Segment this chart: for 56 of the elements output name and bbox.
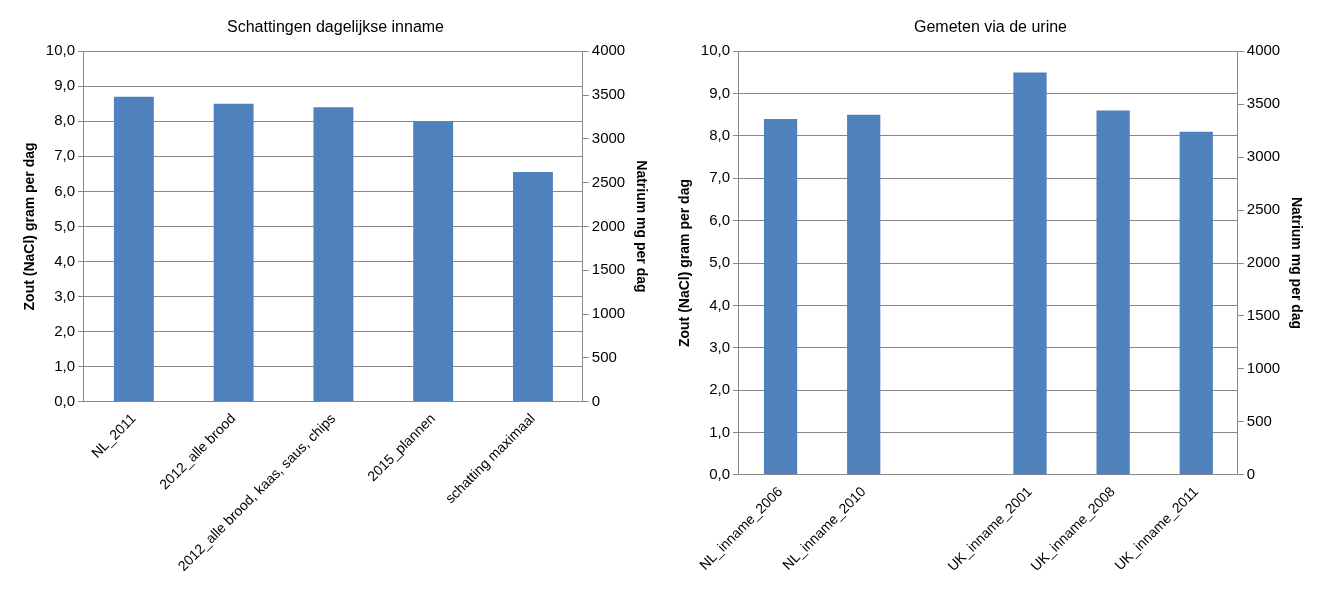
y-tick-label: 0,0 xyxy=(709,465,730,483)
y-tick-label: 3,0 xyxy=(54,286,75,304)
y-tick-label: 5,0 xyxy=(709,253,730,271)
y2-tick-label: 1000 xyxy=(591,304,626,322)
y2-tick-label: 1000 xyxy=(1246,359,1281,377)
bar xyxy=(213,103,254,402)
y2-axis-title: Natrium mg per dag xyxy=(1288,196,1305,330)
y2-tick-label: 0 xyxy=(1246,465,1256,483)
y-tick-label: 1,0 xyxy=(709,422,730,440)
y2-tick-label: 1500 xyxy=(591,260,626,278)
y-tick-label: 4,0 xyxy=(709,295,730,313)
y2-tick-label: 4000 xyxy=(591,41,626,59)
y2-tick-label: 0 xyxy=(591,391,601,409)
y2-axis-title: Natrium mg per dag xyxy=(633,160,650,293)
y-tick-label: 7,0 xyxy=(709,168,730,186)
bar xyxy=(847,114,881,475)
y2-tick-label: 3500 xyxy=(591,85,626,103)
y2-tick-label: 500 xyxy=(1246,412,1272,430)
y-tick-label: 2,0 xyxy=(54,321,75,339)
bar xyxy=(512,172,553,402)
y-tick-label: 5,0 xyxy=(54,216,75,234)
y2-tick-label: 2000 xyxy=(591,216,626,234)
bar xyxy=(1013,72,1047,475)
y-tick-label: 7,0 xyxy=(54,146,75,164)
bar xyxy=(763,118,798,475)
bar xyxy=(313,107,354,402)
y-tick-label: 8,0 xyxy=(54,111,75,129)
y2-tick-label: 3000 xyxy=(591,128,626,146)
y2-tick-label: 2500 xyxy=(591,172,626,190)
y-tick-label: 9,0 xyxy=(709,83,730,101)
bar xyxy=(413,121,454,402)
y-tick-label: 0,0 xyxy=(54,391,75,409)
bar xyxy=(1096,110,1130,475)
y2-tick-label: 3000 xyxy=(1246,147,1281,165)
y-axis-title: Zout (NaCl) gram per dag xyxy=(676,179,693,348)
y-axis-title: Zout (NaCl) gram per dag xyxy=(21,142,38,311)
y-tick-label: 3,0 xyxy=(709,337,730,355)
y2-tick-label: 500 xyxy=(591,348,617,366)
y2-tick-label: 1500 xyxy=(1246,306,1281,324)
bar xyxy=(1179,131,1213,475)
y-tick-label: 6,0 xyxy=(709,210,730,228)
chart-title: Gemeten via de urine xyxy=(914,18,1068,36)
y2-tick-label: 2500 xyxy=(1246,200,1281,218)
y-tick-label: 9,0 xyxy=(54,76,75,94)
y-tick-label: 1,0 xyxy=(54,356,75,374)
bar xyxy=(113,96,154,402)
y-tick-label: 10,0 xyxy=(45,41,75,59)
y-tick-label: 8,0 xyxy=(709,126,730,144)
y2-tick-label: 4000 xyxy=(1246,41,1281,59)
y2-tick-label: 3500 xyxy=(1246,94,1281,112)
y-tick-label: 10,0 xyxy=(700,41,730,59)
y2-tick-label: 2000 xyxy=(1246,253,1281,271)
y-tick-label: 4,0 xyxy=(54,251,75,269)
y-tick-label: 2,0 xyxy=(709,380,730,398)
y-tick-label: 6,0 xyxy=(54,181,75,199)
chart-title: Schattingen dagelijkse inname xyxy=(226,18,445,36)
